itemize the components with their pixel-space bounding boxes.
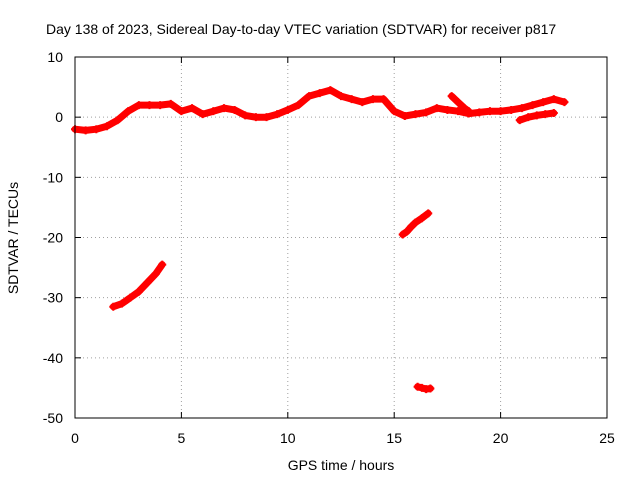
data-point bbox=[151, 269, 160, 278]
data-point bbox=[447, 92, 456, 101]
data-point bbox=[496, 107, 505, 116]
data-point bbox=[230, 105, 239, 114]
data-point bbox=[134, 287, 143, 296]
data-point bbox=[102, 122, 111, 131]
data-point bbox=[411, 110, 420, 119]
data-point bbox=[177, 107, 186, 116]
data-point bbox=[326, 86, 335, 95]
series-tail-a bbox=[447, 92, 473, 116]
data-point bbox=[517, 104, 526, 113]
x-tick-label: 25 bbox=[599, 430, 615, 446]
data-point bbox=[407, 222, 416, 231]
data-point bbox=[417, 383, 426, 392]
data-point bbox=[507, 105, 516, 114]
data-point bbox=[145, 101, 154, 110]
data-point bbox=[515, 116, 524, 125]
data-point bbox=[413, 382, 422, 391]
data-point bbox=[219, 104, 228, 113]
data-point bbox=[539, 98, 548, 107]
data-point bbox=[305, 92, 314, 101]
data-point bbox=[337, 92, 345, 101]
data-point bbox=[126, 293, 135, 302]
data-point bbox=[113, 116, 122, 125]
data-point bbox=[368, 95, 377, 104]
data-point bbox=[460, 104, 469, 113]
data-point bbox=[143, 278, 152, 287]
y-tick-label: -30 bbox=[43, 290, 63, 306]
x-axis-label: GPS time / hours bbox=[288, 457, 395, 473]
data-point bbox=[475, 108, 484, 117]
data-point bbox=[417, 214, 426, 223]
x-tick-label: 10 bbox=[280, 430, 296, 446]
data-point bbox=[379, 95, 388, 104]
data-point bbox=[166, 99, 175, 108]
y-tick-label: -50 bbox=[43, 410, 63, 426]
series-arc-mid bbox=[398, 209, 433, 239]
data-point bbox=[109, 302, 118, 311]
grid-lines bbox=[75, 57, 607, 418]
data-point bbox=[443, 105, 452, 114]
data-point bbox=[117, 299, 126, 308]
data-point bbox=[198, 110, 207, 119]
data-point bbox=[464, 107, 473, 116]
series-arc-early bbox=[109, 260, 167, 311]
axis-ticks: 0 5 10 15 20 25 -50 -40 -30 -20 -10 0 10 bbox=[43, 49, 615, 446]
data-point bbox=[241, 111, 250, 120]
plot-area bbox=[71, 86, 569, 394]
series-cluster-low bbox=[413, 382, 435, 394]
data-point bbox=[134, 101, 143, 110]
x-tick-label: 0 bbox=[71, 430, 79, 446]
data-point bbox=[422, 108, 431, 117]
data-point bbox=[262, 113, 271, 122]
data-point bbox=[400, 111, 409, 120]
x-tick-label: 15 bbox=[386, 430, 402, 446]
data-point bbox=[541, 110, 550, 119]
series-band bbox=[448, 92, 473, 115]
data-point bbox=[549, 108, 558, 117]
data-point bbox=[92, 125, 101, 134]
y-tick-label: -20 bbox=[43, 230, 63, 246]
data-point bbox=[124, 107, 133, 116]
data-point bbox=[485, 107, 494, 116]
data-point bbox=[390, 107, 399, 116]
data-point bbox=[454, 98, 463, 107]
data-point bbox=[251, 113, 260, 122]
data-point bbox=[524, 113, 533, 122]
series-tail-b bbox=[515, 108, 558, 125]
data-point bbox=[347, 95, 356, 104]
x-tick-label: 20 bbox=[493, 430, 509, 446]
data-point bbox=[209, 107, 218, 116]
data-point bbox=[283, 105, 292, 114]
y-tick-label: 0 bbox=[55, 109, 63, 125]
data-point bbox=[188, 104, 197, 113]
data-point bbox=[528, 101, 537, 110]
y-axis-label: SDTVAR / TECUs bbox=[5, 182, 21, 294]
data-point bbox=[158, 260, 167, 269]
data-point bbox=[273, 110, 282, 119]
data-point bbox=[156, 101, 165, 110]
data-point bbox=[294, 101, 303, 110]
data-point bbox=[432, 104, 441, 113]
data-point bbox=[549, 95, 558, 104]
y-tick-label: -10 bbox=[43, 169, 63, 185]
data-point bbox=[424, 209, 433, 218]
data-point bbox=[454, 107, 463, 116]
series-main-band bbox=[71, 86, 569, 135]
data-point bbox=[411, 218, 420, 227]
data-point bbox=[532, 111, 541, 120]
chart-title: Day 138 of 2023, Sidereal Day-to-day VTE… bbox=[46, 21, 556, 37]
data-point bbox=[402, 227, 411, 236]
data-point bbox=[315, 89, 324, 98]
x-tick-label: 5 bbox=[178, 430, 186, 446]
data-point bbox=[358, 98, 367, 107]
data-point bbox=[560, 98, 569, 107]
data-point bbox=[426, 384, 435, 393]
y-tick-label: -40 bbox=[43, 350, 63, 366]
y-tick-label: 10 bbox=[47, 49, 63, 65]
data-point bbox=[398, 230, 407, 239]
data-point bbox=[81, 126, 90, 135]
